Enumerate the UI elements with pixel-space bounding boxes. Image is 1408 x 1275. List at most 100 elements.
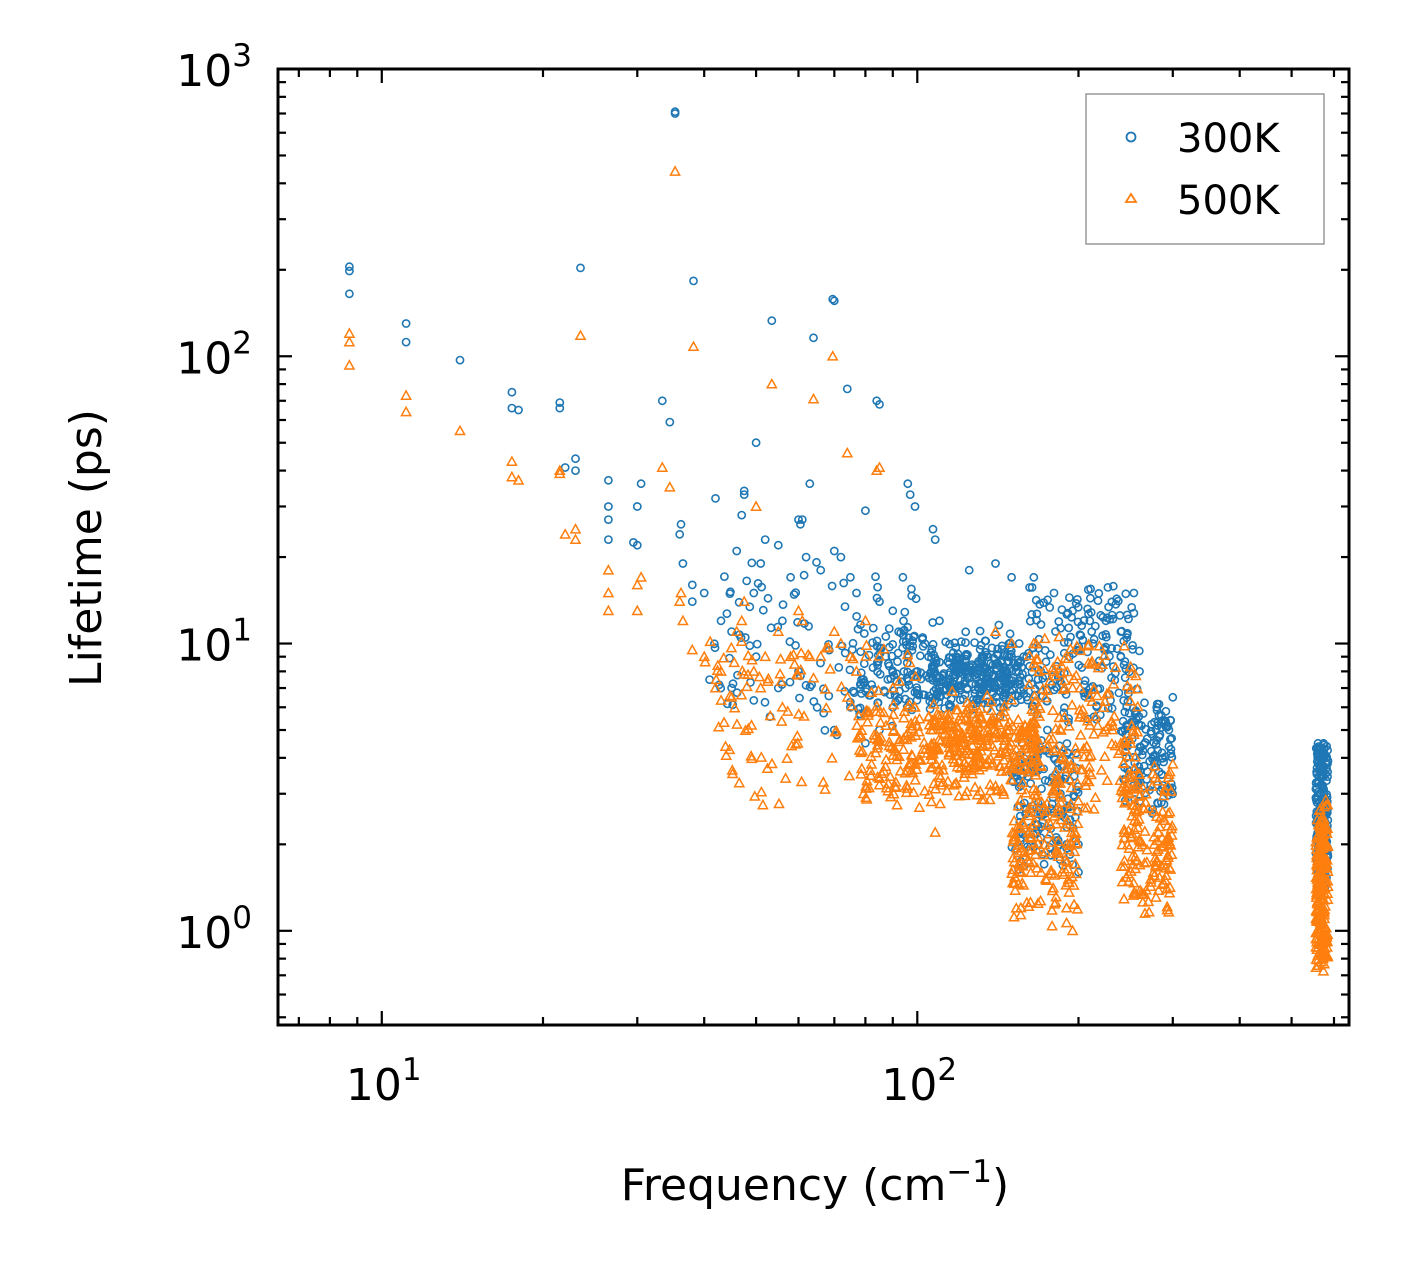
point-500k [961, 785, 973, 797]
point-300k [1044, 749, 1054, 758]
point-500k [830, 724, 843, 736]
point-500k [909, 670, 922, 682]
point-500k [1125, 667, 1138, 678]
point-500k [1127, 799, 1140, 810]
point-300k [839, 578, 849, 588]
point-300k [571, 466, 580, 475]
point-500k [901, 648, 914, 660]
point-500k [1136, 896, 1149, 907]
point-500k [851, 719, 863, 731]
point-300k [507, 387, 517, 397]
point-300k [816, 565, 826, 575]
point-300k [829, 296, 839, 306]
point-500k [1310, 941, 1322, 952]
point-500k [874, 705, 887, 717]
point-300k [1025, 583, 1034, 592]
point-500k [792, 708, 805, 719]
point-300k [791, 588, 801, 597]
point-500k [1050, 817, 1063, 829]
point-300k [896, 628, 906, 638]
point-500k [1046, 704, 1059, 715]
point-300k [852, 588, 861, 598]
point-500k [903, 698, 916, 710]
point-500k [1080, 740, 1093, 751]
point-300k [555, 403, 565, 413]
point-500k [865, 758, 878, 769]
point-300k [931, 656, 941, 665]
point-500k [1133, 789, 1146, 800]
point-500k [1114, 744, 1127, 755]
point-500k [1014, 822, 1027, 834]
point-500k [1009, 884, 1022, 895]
point-300k [805, 479, 815, 489]
point-500k [1005, 693, 1018, 705]
point-500k [1315, 842, 1328, 853]
point-500k [1043, 827, 1056, 839]
point-300k [987, 643, 997, 653]
point-300k [911, 594, 921, 604]
point-500k [1055, 752, 1067, 763]
point-500k [1318, 903, 1331, 915]
point-300k [1063, 638, 1073, 647]
point-300k [871, 572, 880, 582]
point-500k [1085, 749, 1097, 760]
point-300k [1066, 632, 1075, 642]
point-500k [950, 744, 963, 755]
point-500k [974, 713, 987, 724]
point-300k [978, 671, 988, 681]
point-500k [1082, 638, 1095, 649]
point-300k [987, 679, 997, 689]
point-500k [1155, 841, 1168, 852]
point-300k [1108, 614, 1118, 624]
point-500k [1318, 813, 1330, 824]
point-500k [1131, 700, 1144, 712]
point-300k [604, 535, 613, 544]
point-300k [763, 593, 773, 603]
point-500k [1003, 758, 1016, 770]
point-300k [945, 653, 955, 663]
point-500k [1064, 642, 1077, 654]
point-500k [877, 706, 890, 718]
point-500k [1046, 904, 1058, 915]
point-300k [739, 490, 749, 499]
point-500k [940, 708, 953, 720]
point-500k [1149, 771, 1162, 783]
point-300k [604, 475, 613, 485]
x-axis-label: Frequency (cm−1) [621, 1154, 1009, 1211]
point-500k [1012, 846, 1025, 858]
point-300k [795, 693, 804, 703]
point-500k [1061, 855, 1073, 867]
point-300k [767, 316, 777, 326]
point-500k [1017, 764, 1029, 775]
point-500k [1152, 826, 1165, 837]
point-500k [997, 710, 1010, 721]
point-300k [925, 669, 935, 679]
point-500k [1023, 649, 1036, 661]
point-500k [1315, 918, 1327, 930]
point-300k [1073, 617, 1083, 627]
point-300k [903, 667, 912, 677]
point-500k [1051, 783, 1064, 795]
point-300k [873, 698, 883, 708]
point-500k [926, 761, 939, 772]
point-300k [1161, 752, 1170, 762]
point-500k [1320, 921, 1333, 933]
point-500k [964, 720, 976, 731]
point-300k [1154, 699, 1164, 709]
point-500k [1063, 886, 1075, 897]
point-500k [675, 586, 687, 598]
x-tick-label: 102 [881, 1052, 957, 1111]
point-300k [344, 262, 354, 272]
point-500k [506, 455, 518, 466]
point-500k [1062, 873, 1075, 884]
point-300k [1009, 658, 1018, 668]
point-300k [791, 641, 800, 650]
point-300k [969, 667, 979, 677]
point-500k [927, 747, 939, 759]
point-500k [871, 700, 883, 711]
point-500k [1117, 757, 1130, 769]
point-500k [959, 764, 972, 776]
point-500k [1016, 776, 1029, 788]
point-500k [1150, 891, 1162, 902]
point-500k [602, 586, 615, 598]
